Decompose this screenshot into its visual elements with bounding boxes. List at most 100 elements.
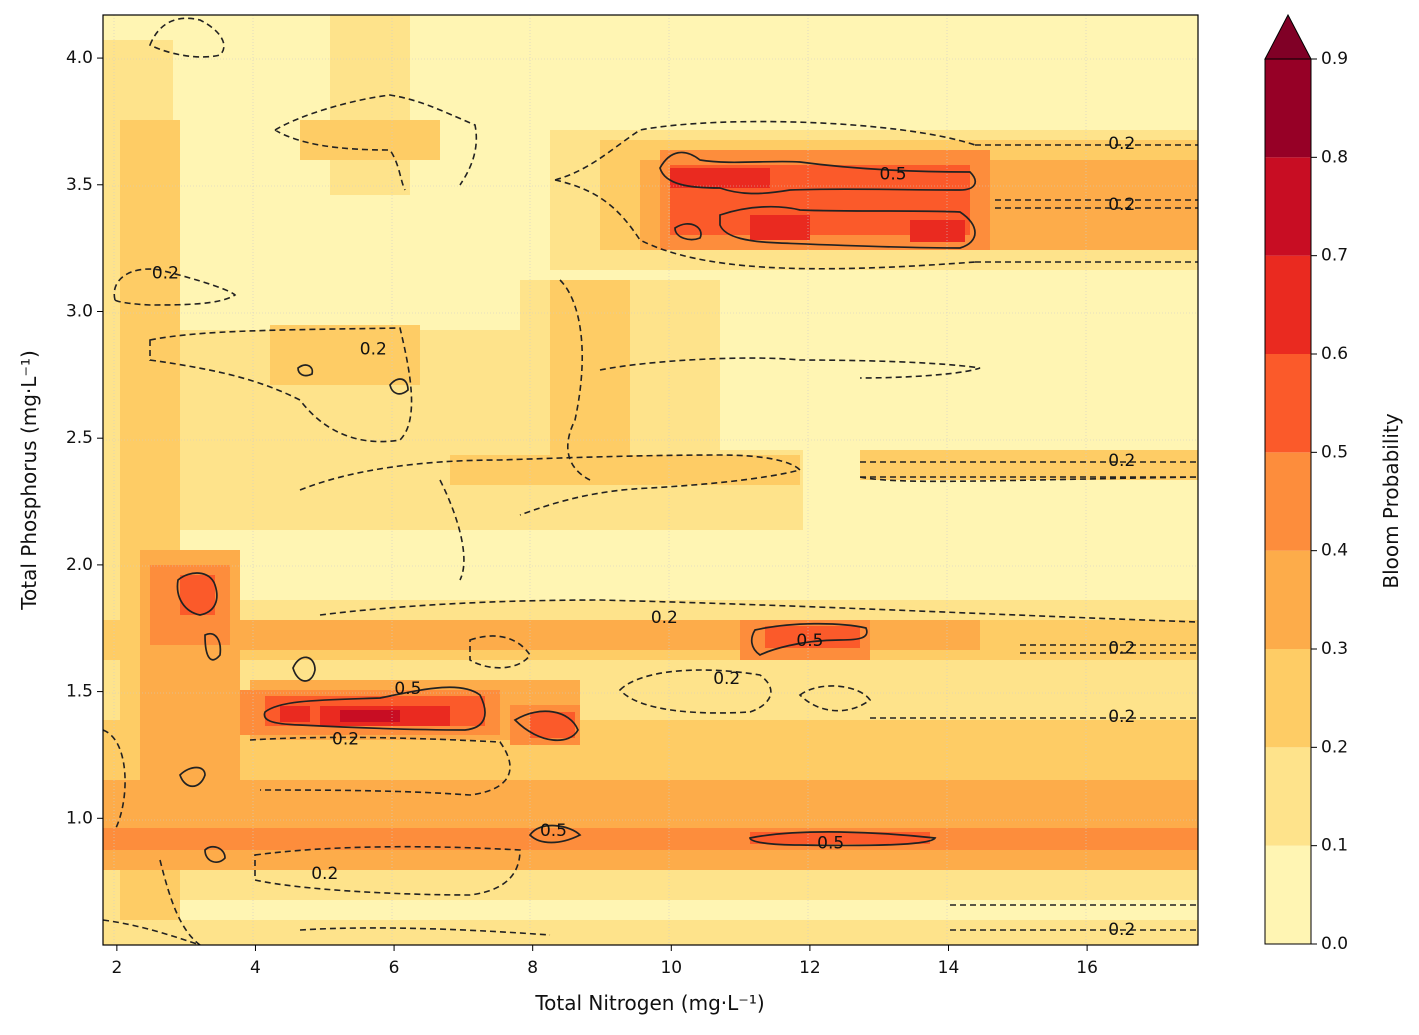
fill-region xyxy=(103,828,1198,850)
contour-label: 0.5 xyxy=(394,679,421,699)
fill-region xyxy=(910,220,965,242)
colorbar-tick-label: 0.1 xyxy=(1321,836,1348,856)
contour-lines-0.2 xyxy=(103,17,1198,945)
y-tick-label: 3.5 xyxy=(66,175,93,195)
colorbar-band xyxy=(1265,649,1311,748)
contour-line xyxy=(179,766,206,788)
contour-label: 0.2 xyxy=(713,669,740,689)
fill-region xyxy=(550,280,630,480)
contour-line xyxy=(148,17,225,58)
y-axis-label: Total Phosphorus (mg·L⁻¹) xyxy=(17,350,41,611)
colorbar-label: Bloom Probability xyxy=(1379,413,1403,588)
colorbar-tick-label: 0.9 xyxy=(1321,49,1348,69)
fill-region xyxy=(860,450,1198,480)
y-tick-label: 3.0 xyxy=(66,301,93,321)
contour-line xyxy=(113,268,237,306)
contour-line xyxy=(995,199,1198,209)
contour-label: 0.2 xyxy=(1108,639,1135,659)
contour-line xyxy=(750,622,868,656)
x-axis: 2 4 6 8 10 12 14 16 xyxy=(111,945,1098,978)
colorbar-band xyxy=(1265,59,1311,158)
contour-line xyxy=(319,599,1198,623)
contour-line xyxy=(263,686,486,731)
fill-region xyxy=(670,168,770,188)
contour-label: 0.2 xyxy=(1108,707,1135,727)
colorbar-tick-label: 0.2 xyxy=(1321,737,1348,757)
fill-region xyxy=(103,920,1198,945)
contour-line xyxy=(674,223,702,241)
colorbar-band xyxy=(1265,157,1311,256)
contour-label: 0.2 xyxy=(1108,195,1135,215)
contour-line xyxy=(204,632,222,661)
contour-line xyxy=(618,669,772,714)
contour-labels: 0.2 0.5 0.2 0.2 0.2 0.2 0.2 0.5 0.2 0.2 0.5 0.2 0.2 0… xyxy=(152,134,1135,940)
contour-label: 0.2 xyxy=(311,864,338,884)
contour-line xyxy=(513,710,579,742)
fill-region xyxy=(180,575,215,615)
contour-line xyxy=(149,327,413,443)
contour-line xyxy=(274,94,478,191)
colorbar-band xyxy=(1265,452,1311,551)
contour-line xyxy=(554,120,976,270)
y-tick-label: 4.0 xyxy=(66,48,93,68)
contour-line xyxy=(204,845,226,863)
fill-region xyxy=(340,710,400,722)
contour-line xyxy=(254,845,521,896)
colorbar: 0.0 0.1 0.2 0.3 0.4 0.5 0.6 0.7 0.8 0.9 Bloom Pro… xyxy=(1264,13,1403,954)
fill-region xyxy=(103,780,1198,870)
colorbar-tick-label: 0.5 xyxy=(1321,442,1348,462)
contour-line xyxy=(798,685,872,712)
y-tick-label: 2.5 xyxy=(66,428,93,448)
contour-line xyxy=(719,205,976,249)
contour-line xyxy=(859,461,1198,483)
contour-line xyxy=(103,919,201,945)
colorbar-band xyxy=(1265,845,1311,944)
x-tick-label: 14 xyxy=(938,958,960,978)
x-tick-label: 8 xyxy=(527,958,538,978)
contour-line xyxy=(599,357,981,379)
colorbar-bands xyxy=(1265,59,1311,944)
colorbar-band xyxy=(1265,354,1311,453)
contour-label: 0.5 xyxy=(540,821,567,841)
contour-label: 0.2 xyxy=(1108,134,1135,154)
fill-region xyxy=(750,215,810,240)
contour-line xyxy=(299,454,802,516)
contour-lines-0.5 xyxy=(176,151,977,863)
colorbar-band xyxy=(1265,550,1311,649)
contour-line xyxy=(659,151,977,195)
contour-label: 0.2 xyxy=(360,339,387,359)
heatmap-fill xyxy=(103,15,1198,945)
x-tick-label: 2 xyxy=(111,958,122,978)
contour-label: 0.2 xyxy=(1108,451,1135,471)
contour-line xyxy=(389,378,409,395)
colorbar-band xyxy=(1265,747,1311,846)
x-tick-label: 16 xyxy=(1076,958,1098,978)
colorbar-tick-label: 0.3 xyxy=(1321,639,1348,659)
x-tick-label: 4 xyxy=(250,958,261,978)
contour-line xyxy=(103,729,126,831)
plot-area: 0.2 0.5 0.2 0.2 0.2 0.2 0.2 0.5 0.2 0.2 0.5 0.2 0.2 0… xyxy=(103,15,1198,945)
y-tick-label: 1.0 xyxy=(66,808,93,828)
contour-line xyxy=(297,364,314,377)
colorbar-tick-label: 0.6 xyxy=(1321,344,1348,364)
y-tick-label: 1.5 xyxy=(66,682,93,702)
x-axis-label: Total Nitrogen (mg·L⁻¹) xyxy=(534,991,764,1015)
contour-line xyxy=(559,279,591,481)
contour-label: 0.5 xyxy=(817,834,844,854)
contour-line xyxy=(950,904,1198,931)
y-tick-label: 2.0 xyxy=(66,555,93,575)
contour-label: 0.2 xyxy=(651,608,678,628)
contour-line xyxy=(469,635,531,669)
contour-line xyxy=(299,927,551,936)
contour-label: 0.5 xyxy=(880,165,907,185)
fill-region xyxy=(270,325,420,385)
axes-frame xyxy=(102,14,1199,946)
contour-line xyxy=(292,656,316,682)
contour-line xyxy=(439,479,465,581)
fill-region xyxy=(765,626,860,648)
y-axis: 1.0 1.5 2.0 2.5 3.0 3.5 4.0 xyxy=(66,48,103,828)
colorbar-tick-label: 0.7 xyxy=(1321,246,1348,266)
colorbar-ticks: 0.0 0.1 0.2 0.3 0.4 0.5 0.6 0.7 0.8 0.9 xyxy=(1311,49,1348,954)
contour-line xyxy=(249,736,511,796)
colorbar-extend-arrow xyxy=(1264,13,1312,60)
